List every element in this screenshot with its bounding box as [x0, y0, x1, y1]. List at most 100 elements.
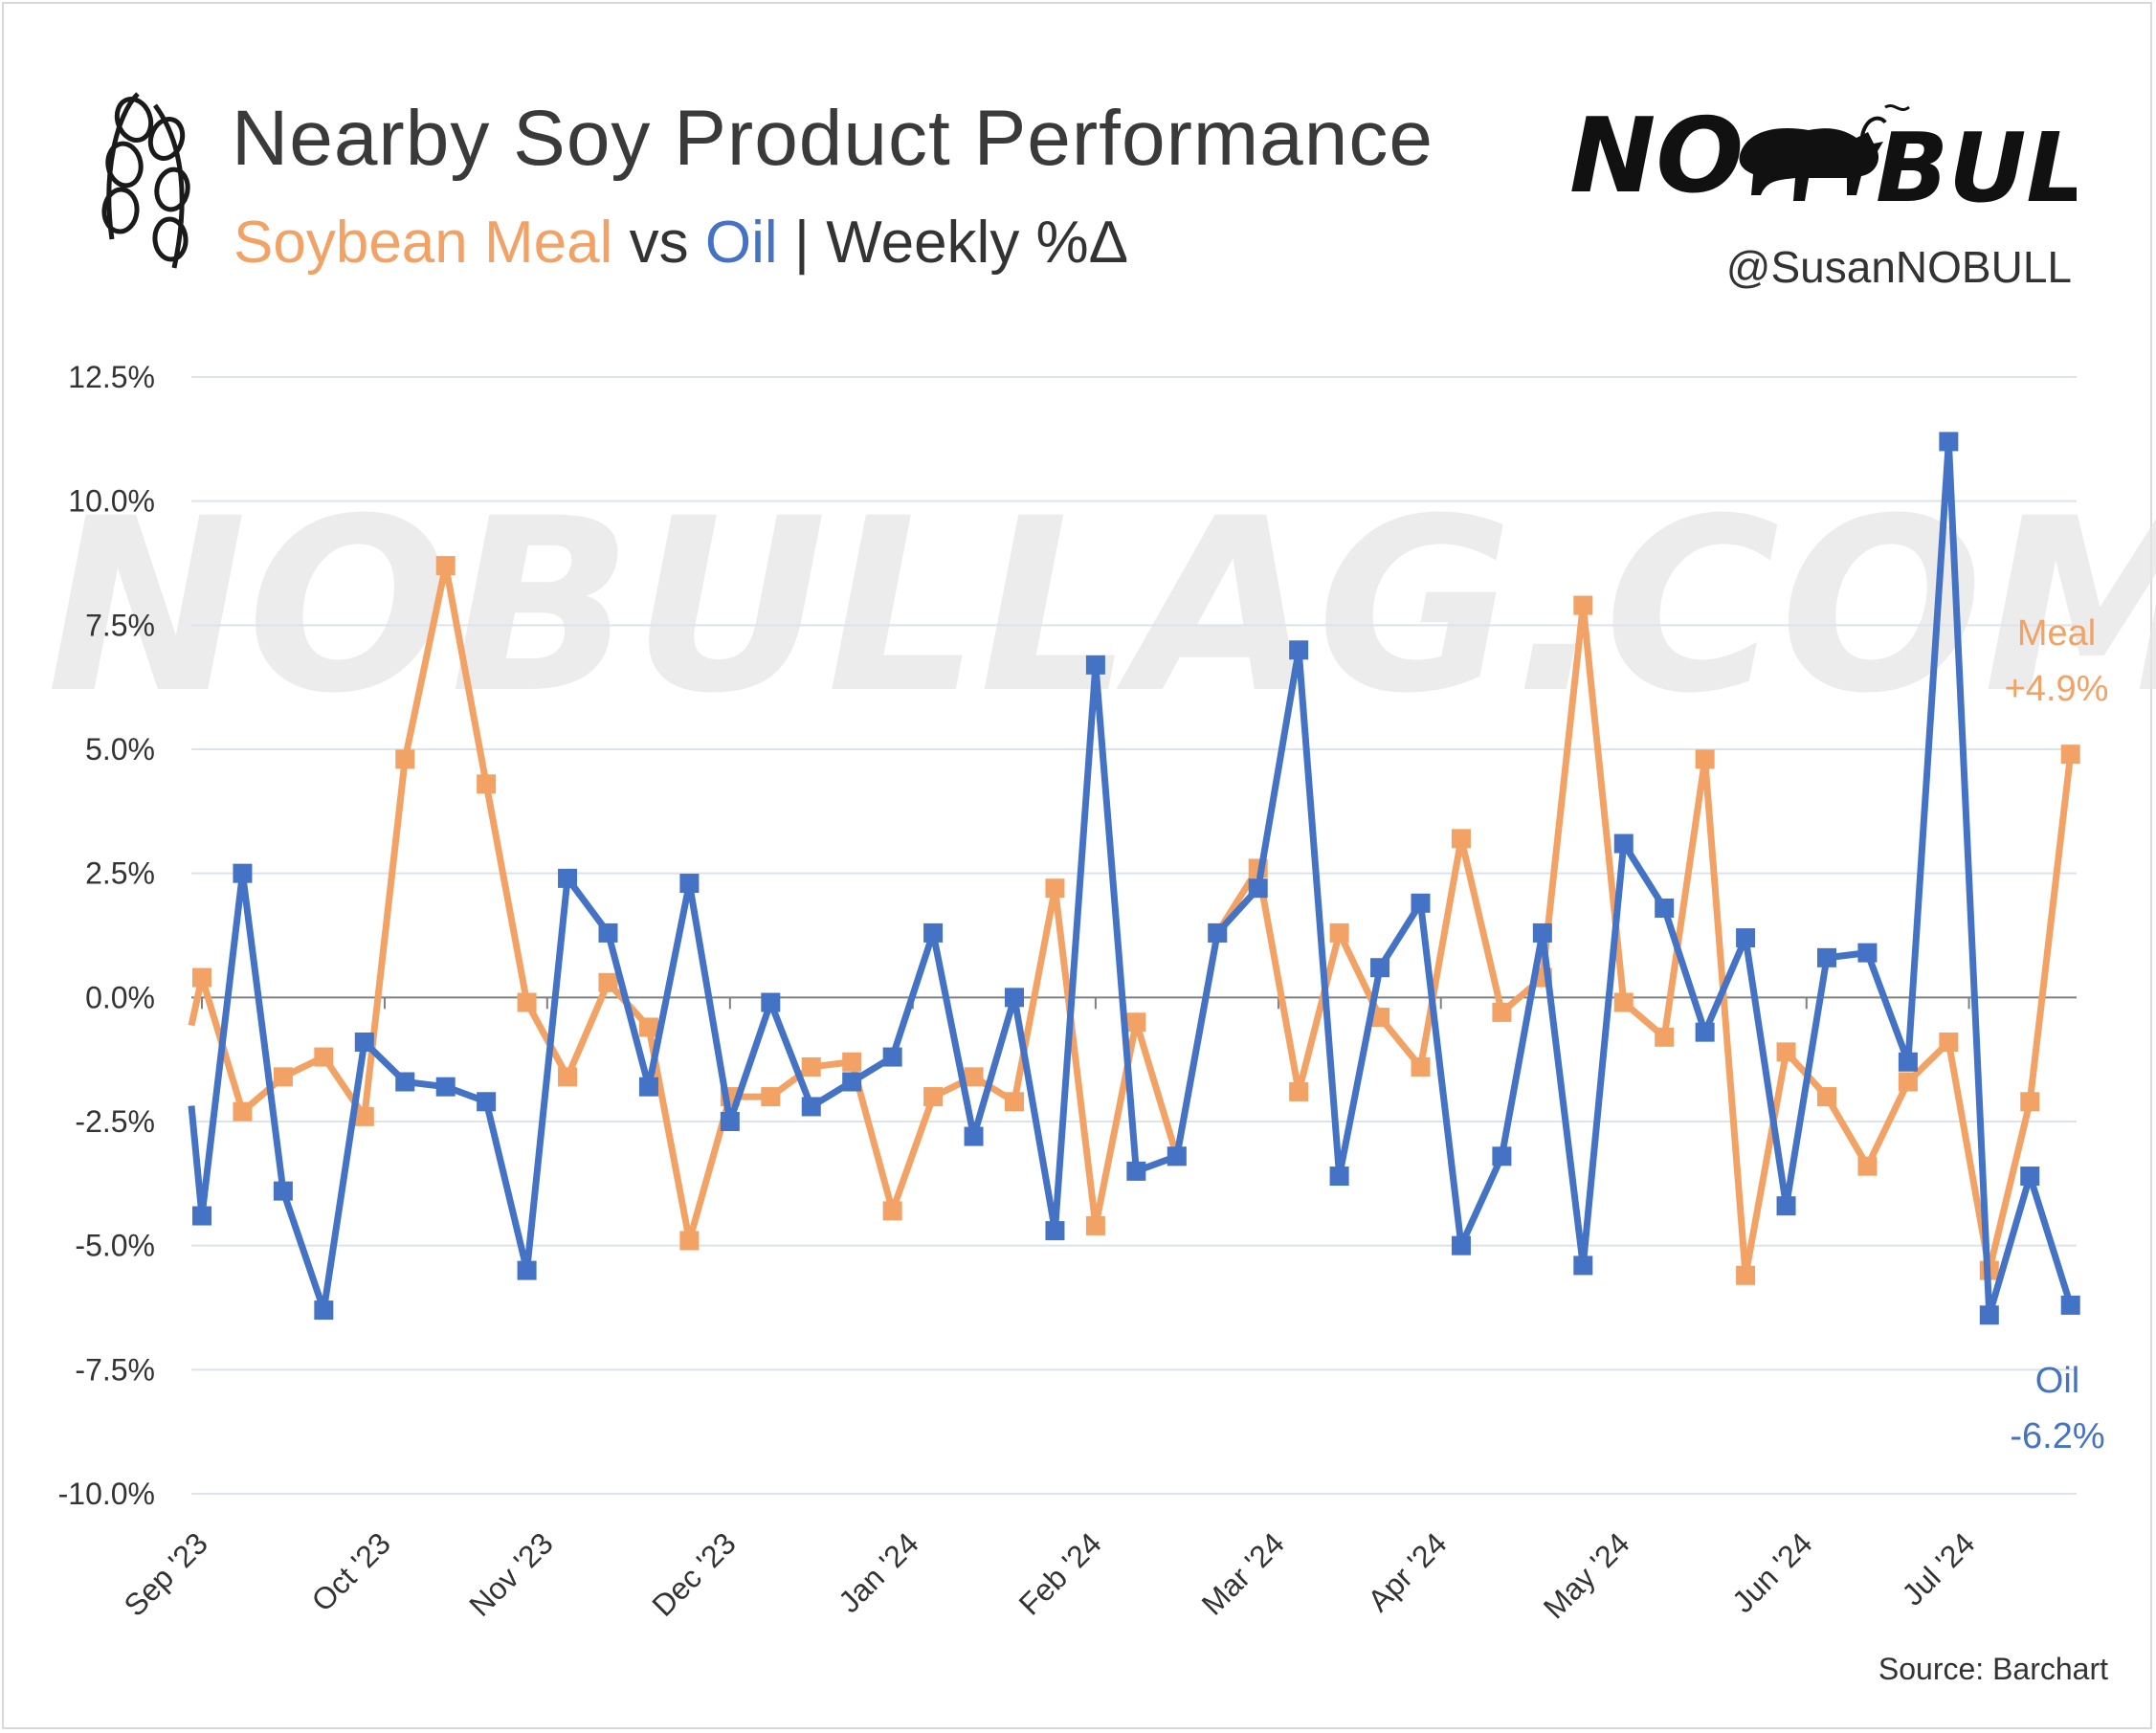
y-tick-label: 2.5%	[85, 856, 155, 891]
data-point-oil	[1289, 640, 1309, 660]
oil-end-value: -6.2%	[2010, 1416, 2104, 1456]
data-point-meal	[1655, 1027, 1675, 1047]
data-point-oil	[1085, 655, 1105, 675]
data-point-oil	[1005, 988, 1024, 1008]
y-axis-tick-labels: 12.5% 10.0% 7.5% 5.0% 2.5% 0.0% -2.5% -5.0% -7.5…	[58, 360, 155, 1511]
data-point-meal	[435, 556, 456, 576]
series-end-labels: Meal +4.9% Oil -6.2%	[2005, 613, 2109, 1456]
x-tick-label: Dec '23	[645, 1525, 742, 1622]
logo-text-no: NO	[1569, 97, 1744, 212]
series-lines	[188, 432, 2080, 1325]
subtitle-vs: vs	[629, 210, 689, 276]
y-tick-label: 5.0%	[85, 732, 155, 767]
bull-icon	[1739, 104, 1910, 201]
data-point-oil	[1167, 1146, 1187, 1166]
data-point-meal	[1613, 992, 1634, 1012]
data-point-oil	[1695, 1022, 1715, 1042]
data-point-meal	[1005, 1092, 1024, 1112]
data-point-meal	[1939, 1033, 1959, 1053]
data-point-oil	[1248, 878, 1268, 899]
data-point-oil	[1451, 1235, 1471, 1255]
twitter-handle: @SusanNOBULL	[1725, 242, 2072, 292]
gridlines	[191, 376, 2077, 1495]
meal-end-label: Meal	[2017, 613, 2096, 654]
data-point-meal	[1045, 878, 1065, 899]
data-point-oil	[1776, 1196, 1796, 1216]
data-point-oil	[1370, 958, 1390, 978]
data-point-oil	[435, 1077, 456, 1097]
data-point-oil	[1736, 928, 1756, 948]
data-point-oil	[638, 1077, 658, 1097]
x-tick-label: Jun '24	[1725, 1525, 1819, 1619]
data-point-meal	[598, 972, 618, 992]
data-point-oil	[1857, 943, 1878, 963]
data-point-oil	[1329, 1166, 1349, 1187]
data-point-oil	[1655, 898, 1675, 918]
data-point-meal	[1370, 1008, 1390, 1028]
data-point-oil	[395, 1072, 415, 1092]
data-point-meal	[233, 1101, 253, 1122]
data-point-oil	[1208, 922, 1228, 943]
x-tick-label: May '24	[1537, 1525, 1636, 1625]
chart-subtitle: Soybean Meal vs Oil | Weekly %Δ	[233, 209, 1128, 277]
y-tick-label: 12.5%	[68, 360, 155, 394]
data-point-meal	[882, 1201, 902, 1221]
data-point-oil	[233, 863, 253, 883]
data-point-oil	[1573, 1255, 1593, 1276]
data-point-meal	[477, 774, 497, 794]
x-axis-tick-labels: Sep '23 Oct '23 Nov '23 Dec '23 Jan '24 Feb '…	[117, 1525, 1981, 1625]
soybean-pod-icon	[101, 92, 190, 269]
data-point-oil	[842, 1072, 862, 1092]
data-point-meal	[1411, 1056, 1431, 1077]
data-point-meal	[679, 1231, 700, 1251]
meal-end-value: +4.9%	[2005, 669, 2109, 709]
y-tick-label: 0.0%	[85, 980, 155, 1014]
data-point-oil	[1126, 1161, 1146, 1181]
data-point-meal	[1817, 1087, 1836, 1107]
data-point-meal	[1736, 1265, 1756, 1285]
data-point-meal	[2060, 744, 2080, 765]
data-point-meal	[638, 1017, 658, 1037]
data-point-meal	[964, 1067, 984, 1087]
y-tick-label: -7.5%	[75, 1352, 155, 1387]
data-point-oil	[801, 1097, 821, 1117]
data-point-meal	[801, 1056, 821, 1077]
data-point-oil	[1939, 432, 1959, 452]
data-point-oil	[517, 1260, 537, 1280]
y-tick-label: 7.5%	[85, 608, 155, 642]
y-tick-label: -5.0%	[75, 1229, 155, 1263]
y-tick-label: -2.5%	[75, 1104, 155, 1139]
data-point-oil	[598, 922, 618, 943]
nobull-logo: NO BULL	[1569, 97, 2077, 212]
data-point-meal	[517, 992, 537, 1012]
data-point-meal	[761, 1087, 781, 1107]
data-point-oil	[679, 874, 700, 894]
x-tick-label: Jan '24	[832, 1525, 925, 1619]
data-point-meal	[923, 1087, 944, 1107]
data-point-oil	[558, 868, 578, 888]
data-point-oil	[964, 1126, 984, 1146]
data-point-meal	[395, 749, 415, 769]
x-tick-label: Feb '24	[1012, 1525, 1108, 1621]
data-point-oil	[1532, 922, 1552, 943]
x-tick-label: Nov '23	[462, 1525, 559, 1622]
data-point-oil	[2020, 1166, 2040, 1187]
data-point-oil	[1411, 893, 1431, 913]
data-point-meal	[1695, 749, 1715, 769]
data-point-meal	[1776, 1042, 1796, 1062]
data-point-oil	[314, 1300, 334, 1321]
data-point-meal	[192, 967, 211, 988]
data-point-oil	[192, 1206, 211, 1226]
y-tick-label: 10.0%	[68, 484, 155, 519]
data-point-oil	[1492, 1146, 1512, 1166]
data-point-oil	[273, 1181, 293, 1201]
data-point-meal	[1492, 1002, 1512, 1022]
data-point-meal	[1329, 922, 1349, 943]
x-tick-label: Sep '23	[117, 1525, 213, 1622]
data-point-oil	[2060, 1295, 2080, 1315]
data-point-oil	[882, 1047, 902, 1067]
x-tick-label: Mar '24	[1195, 1525, 1291, 1621]
oil-end-label: Oil	[2035, 1361, 2079, 1401]
